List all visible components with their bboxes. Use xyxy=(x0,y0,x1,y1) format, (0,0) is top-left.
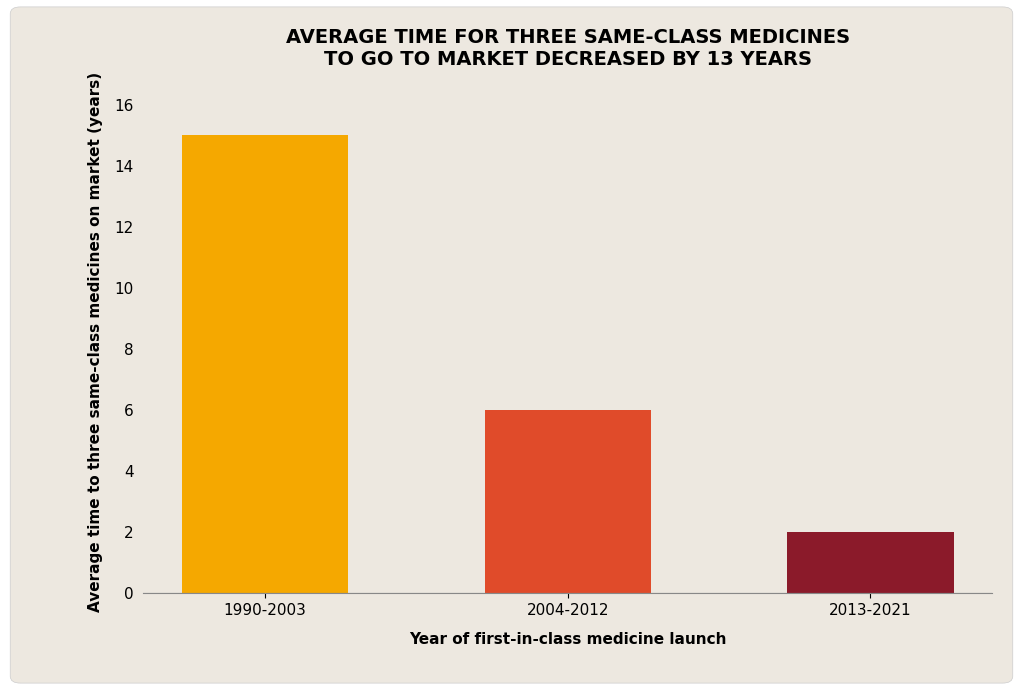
Title: AVERAGE TIME FOR THREE SAME-CLASS MEDICINES
TO GO TO MARKET DECREASED BY 13 YEAR: AVERAGE TIME FOR THREE SAME-CLASS MEDICI… xyxy=(285,28,850,69)
Bar xyxy=(182,135,348,593)
Y-axis label: Average time to three same-class medicines on market (years): Average time to three same-class medicin… xyxy=(88,72,103,611)
Bar xyxy=(485,411,651,593)
X-axis label: Year of first-in-class medicine launch: Year of first-in-class medicine launch xyxy=(409,632,726,647)
Bar xyxy=(788,533,953,593)
